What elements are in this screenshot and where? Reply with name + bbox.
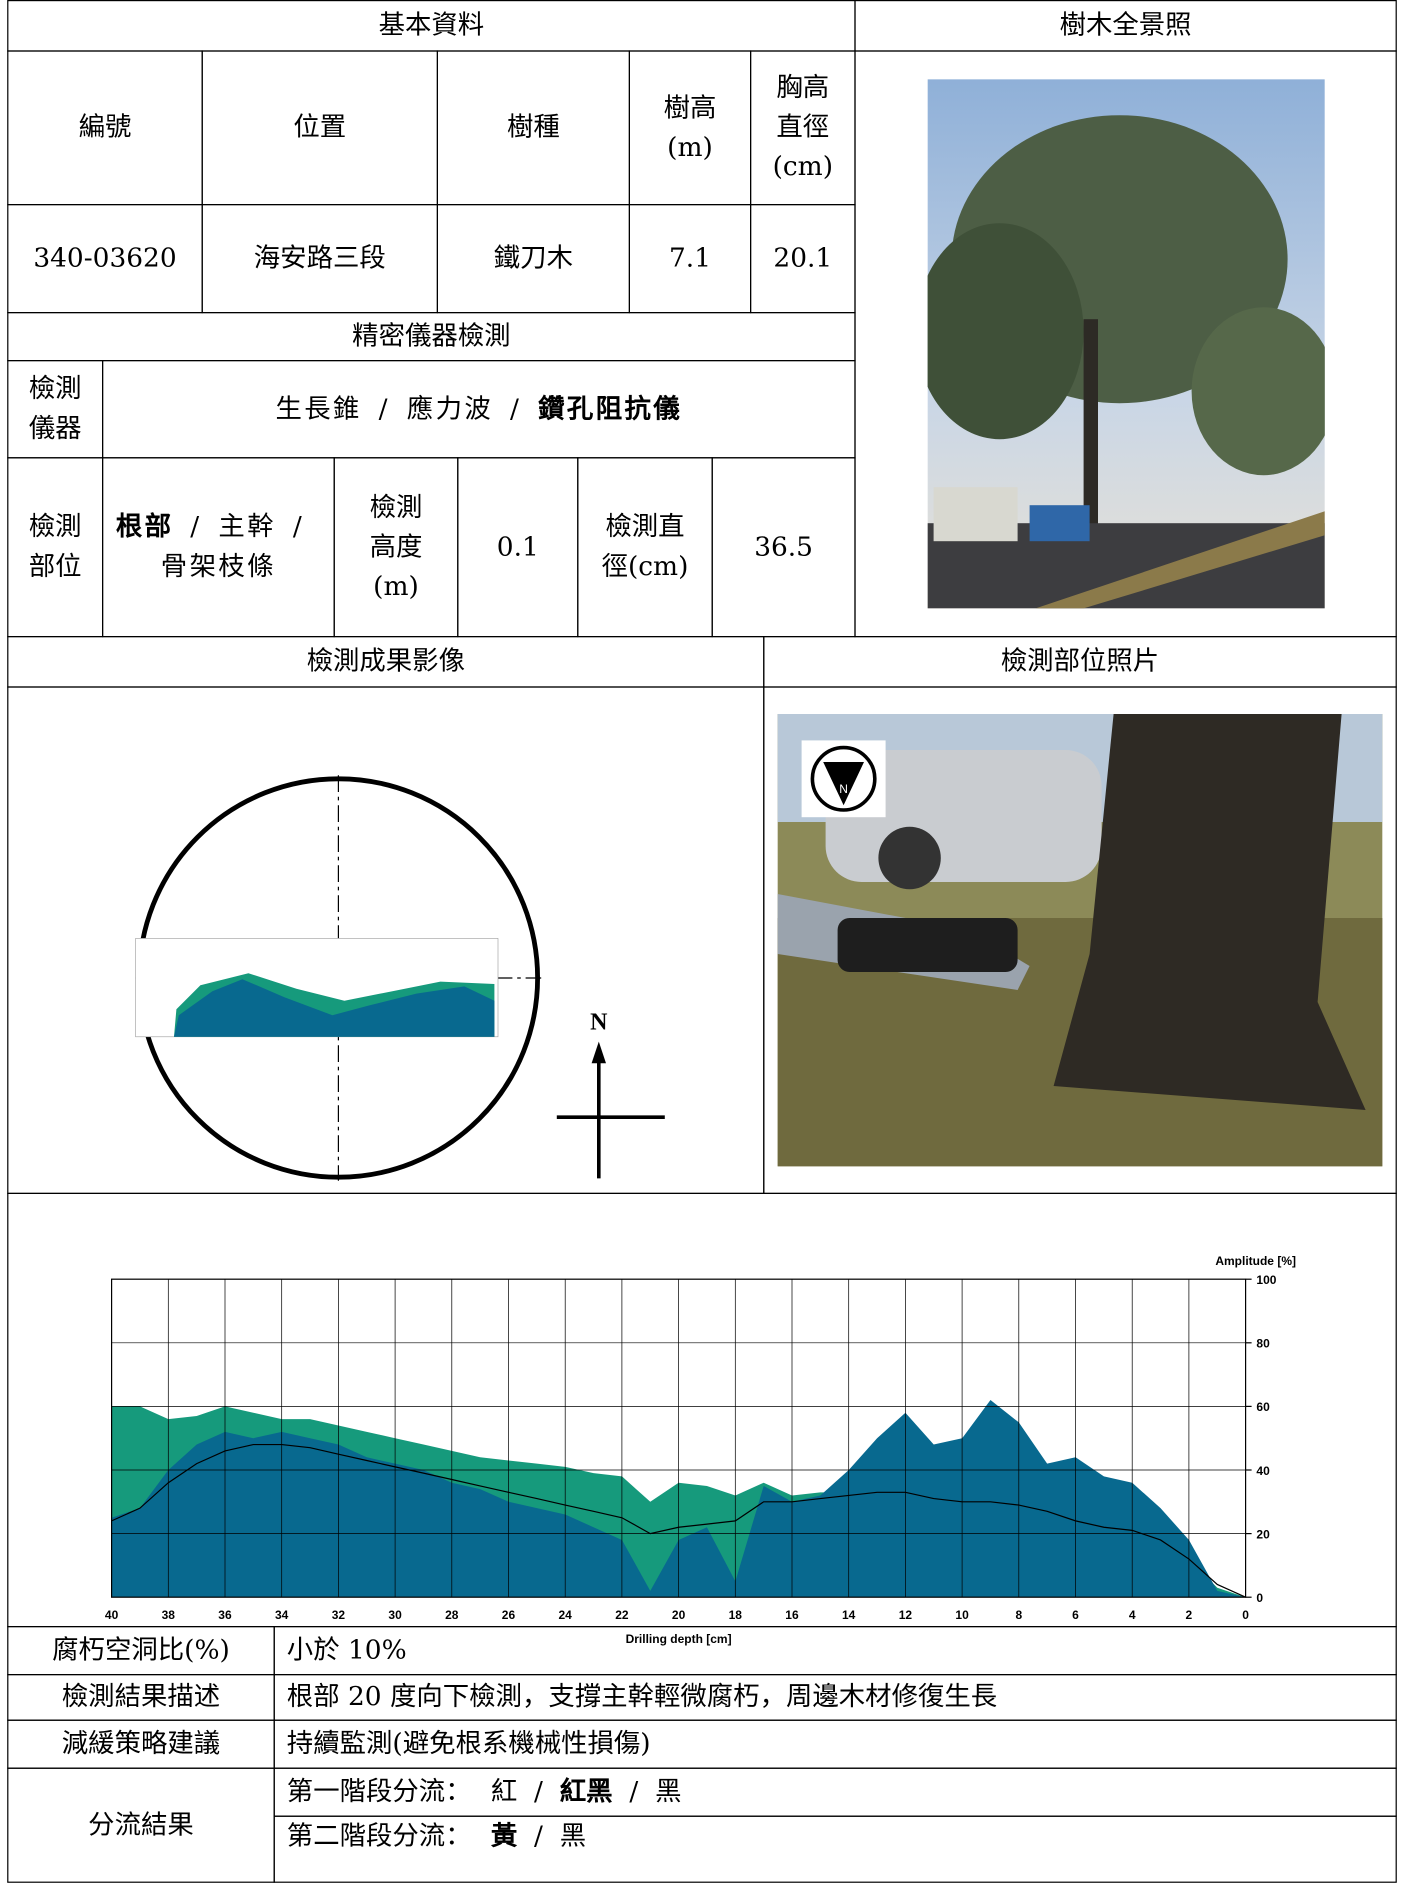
x-tick-label: 16 xyxy=(785,1608,799,1622)
separator: / xyxy=(510,394,522,425)
option: 應力波 xyxy=(406,394,494,425)
stage-label: 第二階段分流： xyxy=(286,1821,472,1852)
x-tick-label: 22 xyxy=(615,1608,629,1622)
value-cell: 7.1 xyxy=(628,204,752,314)
option: 黃 xyxy=(490,1820,518,1852)
separator: / xyxy=(190,512,202,543)
stage-row: 第二階段分流： 黃 / 黑 xyxy=(273,1815,1397,1883)
value-cell: 鐵刀木 xyxy=(436,204,630,314)
options: 根部 / 主幹 / 骨架枝條 xyxy=(115,508,321,587)
x-tick-label: 6 xyxy=(1072,1608,1079,1622)
stage-row: 第一階段分流： 紅 / 紅黑 / 黑 xyxy=(273,1767,1397,1817)
y-tick-label: 40 xyxy=(1256,1464,1270,1478)
x-tick-label: 18 xyxy=(729,1608,743,1622)
x-axis-label: Drilling depth [cm] xyxy=(626,1632,732,1646)
y-tick-label: 100 xyxy=(1256,1273,1276,1287)
value-cell: 根部 20 度向下檢測，支撐主幹輕微腐朽，周邊木材修復生長 xyxy=(273,1674,1397,1721)
option: 主幹 xyxy=(218,512,277,543)
y-tick-label: 60 xyxy=(1256,1400,1270,1414)
option: 根部 xyxy=(115,511,174,543)
separator: / xyxy=(629,1777,639,1808)
separator: / xyxy=(534,1777,543,1808)
option: 黑 xyxy=(655,1777,682,1808)
x-tick-label: 30 xyxy=(388,1608,402,1622)
x-tick-label: 24 xyxy=(559,1608,573,1622)
value-cell: 小於 10% xyxy=(273,1626,1397,1676)
x-tick-label: 12 xyxy=(899,1608,913,1622)
value-cell: 36.5 xyxy=(711,457,856,638)
header-cell: 編號 xyxy=(7,50,203,206)
section-title: 基本資料 xyxy=(7,0,856,52)
x-tick-label: 8 xyxy=(1015,1608,1022,1622)
option: 鑽孔阻抗儀 xyxy=(538,393,683,425)
result-image-cell: N xyxy=(7,686,765,1194)
x-tick-label: 32 xyxy=(332,1608,346,1622)
x-tick-label: 36 xyxy=(218,1608,232,1622)
label-cell: 檢測直 徑(cm) xyxy=(577,457,713,638)
header-cell: 位置 xyxy=(201,50,439,206)
label-cell: 分流結果 xyxy=(7,1767,275,1883)
value-cell: 20.1 xyxy=(750,204,856,314)
options: 黃 / 黑 xyxy=(491,1817,586,1857)
stage-label: 第一階段分流： xyxy=(286,1777,472,1808)
part-options: 根部 / 主幹 / 骨架枝條 xyxy=(102,457,335,638)
compass-label: N xyxy=(839,782,848,796)
x-tick-label: 10 xyxy=(955,1608,969,1622)
option: 骨架枝條 xyxy=(160,552,276,582)
option: 黑 xyxy=(559,1821,587,1852)
section-title: 檢測部位照片 xyxy=(763,636,1397,688)
x-tick-label: 28 xyxy=(445,1608,459,1622)
value-cell: 340-03620 xyxy=(7,204,203,314)
photo-cell: N xyxy=(763,686,1397,1194)
x-tick-label: 4 xyxy=(1129,1608,1136,1622)
options: 紅 / 紅黑 / 黑 xyxy=(491,1772,682,1812)
section-title: 精密儀器檢測 xyxy=(7,312,856,362)
header-cell: 樹種 xyxy=(436,50,630,206)
separator: / xyxy=(534,1821,543,1852)
x-tick-label: 40 xyxy=(105,1608,119,1622)
value-cell: 持續監測(避免根系機械性損傷) xyxy=(273,1719,1397,1769)
label-cell: 檢測 部位 xyxy=(7,457,104,638)
x-tick-label: 34 xyxy=(275,1608,289,1622)
y-axis-label: Amplitude [%] xyxy=(1215,1254,1296,1268)
options: 生長錐 / 應力波 / 鑽孔阻抗儀 xyxy=(275,389,682,429)
result-image: N xyxy=(135,775,665,1181)
option: 紅 xyxy=(490,1777,518,1808)
section-title: 檢測成果影像 xyxy=(7,636,765,688)
section-title: 樹木全景照 xyxy=(854,0,1397,52)
header-cell: 胸高 直徑 (cm) xyxy=(750,50,856,206)
separator: / xyxy=(292,512,305,543)
option: 紅黑 xyxy=(559,1776,613,1808)
option: 生長錐 xyxy=(275,394,362,425)
x-tick-label: 0 xyxy=(1242,1608,1249,1622)
y-tick-label: 80 xyxy=(1256,1337,1270,1351)
label-cell: 減緩策略建議 xyxy=(7,1719,275,1769)
label-cell: 檢測結果描述 xyxy=(7,1674,275,1721)
photo-cell xyxy=(854,50,1397,638)
label-cell: 檢測 高度 (m) xyxy=(333,457,459,638)
x-tick-label: 20 xyxy=(672,1608,686,1622)
chart-cell: 40 38 36 34 32 30 28 26 24 22 20 18 16 14 12 10 8 6 4 2 0 0 20… xyxy=(7,1192,1397,1646)
compass-label: N xyxy=(590,1010,608,1036)
x-tick-label: 26 xyxy=(502,1608,516,1622)
y-tick-label: 0 xyxy=(1256,1591,1263,1605)
header-cell: 樹高 (m) xyxy=(628,50,752,206)
plot-frame xyxy=(111,1278,1247,1598)
x-tick-label: 14 xyxy=(842,1608,856,1622)
value-cell: 海安路三段 xyxy=(201,204,439,314)
label-cell: 檢測 儀器 xyxy=(7,360,104,459)
tree-photo xyxy=(927,79,1325,609)
part-photo: N xyxy=(777,714,1383,1167)
label-cell: 腐朽空洞比(%) xyxy=(7,1626,275,1676)
x-tick-label: 38 xyxy=(162,1608,176,1622)
separator: / xyxy=(378,394,390,425)
instrument-options: 生長錐 / 應力波 / 鑽孔阻抗儀 xyxy=(102,360,856,459)
chart: 40 38 36 34 32 30 28 26 24 22 20 18 16 14 12 10 8 6 4 2 0020… xyxy=(105,1254,1296,1646)
value-cell: 0.1 xyxy=(457,457,579,638)
y-tick-label: 20 xyxy=(1256,1527,1270,1541)
x-tick-label: 2 xyxy=(1186,1608,1193,1622)
